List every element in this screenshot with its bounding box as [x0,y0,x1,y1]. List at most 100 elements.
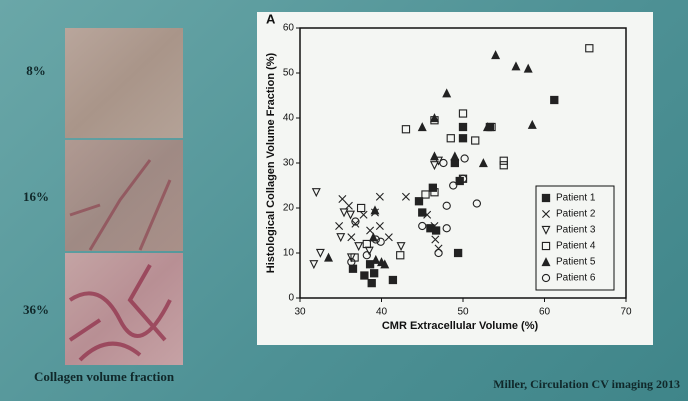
y-tick-label: 0 [288,293,294,304]
data-point [346,210,356,220]
data-point [388,275,398,285]
y-tick-label: 30 [283,158,295,169]
panel-label: 8% [26,63,46,78]
data-point [439,158,448,168]
data-point [453,248,463,258]
y-tick-label: 50 [283,68,295,79]
data-point [366,226,375,235]
data-point [348,264,358,273]
y-tick-label: 60 [283,23,295,34]
data-point [434,248,443,258]
data-point [347,257,356,267]
legend-marker [541,257,551,267]
legend-label: Patient 1 [556,193,596,204]
data-point [339,208,349,218]
data-point [421,190,430,199]
histology-fiber [68,264,172,362]
x-tick-label: 30 [294,307,306,318]
data-point [362,251,371,260]
histology-images [65,28,183,365]
x-axis-label: CMR Extracellular Volume (%) [382,320,539,332]
histology-image [65,28,183,138]
data-point [360,271,369,280]
legend-marker [541,273,551,283]
data-point [359,210,368,219]
data-point [458,122,468,132]
legend-label: Patient 3 [556,225,596,236]
data-point [423,210,432,219]
legend-label: Patient 6 [556,273,596,284]
data-point [375,222,384,230]
data-point [523,63,533,73]
images-caption: Collagen volume fraction [34,369,175,384]
legend-label: Patient 5 [556,257,596,268]
data-point [335,222,344,230]
data-point [550,95,559,105]
data-point [309,260,319,270]
data-point [311,188,321,198]
histology-fiber [69,159,172,251]
data-point [376,237,385,246]
data-point [396,242,406,252]
data-point [446,134,455,143]
data-point [375,192,384,201]
data-point [367,279,376,288]
data-point [458,134,468,143]
data-point [429,113,439,123]
data-point [351,217,360,226]
data-point [450,151,460,161]
data-point [442,224,451,233]
chart: 30 40 50 60 70 0 10 20 30 40 50 60 Patient 1 Patient … [283,23,632,318]
data-point [417,122,427,132]
data-point [347,233,356,242]
data-point [511,61,521,71]
data-point [356,203,366,213]
legend-label: Patient 4 [556,241,596,252]
x-tick-label: 70 [620,307,632,318]
data-point [450,158,459,168]
citation: Miller, Circulation CV imaging 2013 [493,377,680,391]
legend-marker [541,241,551,251]
data-point [458,174,468,183]
data-point [430,222,439,230]
panel-label: 36% [23,302,49,317]
data-point [460,154,469,163]
data-point [449,181,458,190]
data-point [401,192,410,201]
data-point [371,254,381,264]
data-point [458,109,468,118]
data-point [429,161,439,171]
chart-panel-label: A [266,11,276,26]
data-point [491,50,501,60]
data-point [431,235,440,244]
panel-label: 16% [23,189,49,204]
data-point [338,195,347,203]
x-tick-label: 60 [539,307,551,318]
data-point [396,251,405,260]
data-point [442,88,452,98]
data-point [336,233,346,243]
legend-marker [542,210,550,218]
data-point [434,244,443,253]
legend-box [535,185,615,291]
data-point [370,205,380,215]
data-point [442,201,451,210]
data-point [365,260,375,269]
data-point [430,188,439,197]
data-point [351,219,360,228]
data-point [499,161,508,170]
legend-marker [541,225,551,235]
data-point [362,239,371,249]
data-point [471,136,480,145]
data-point [344,201,353,210]
data-point [324,252,334,262]
x-tick-label: 50 [457,307,469,318]
y-tick-label: 40 [283,113,295,124]
data-point [414,197,424,206]
x-tick-label: 40 [376,307,388,318]
legend-label: Patient 2 [556,209,596,220]
data-point [418,221,427,231]
data-point [401,125,411,134]
data-point [380,259,390,269]
